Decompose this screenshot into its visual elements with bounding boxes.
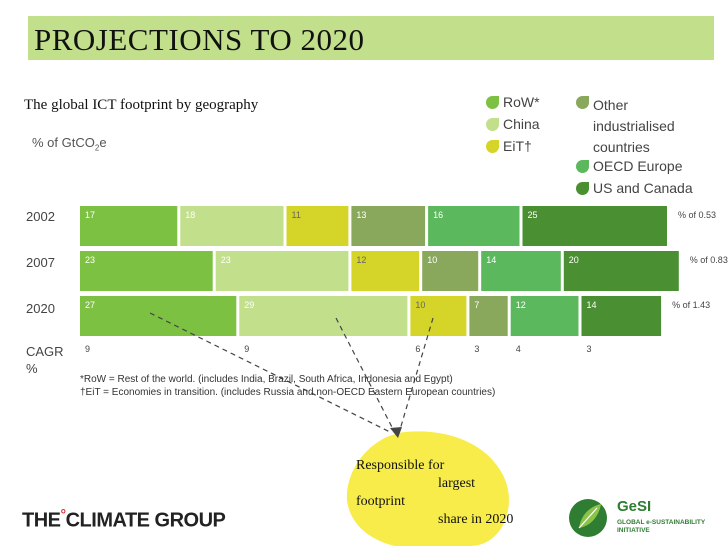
callout-arrow-2: [335, 317, 396, 434]
gesi-name: GeSI: [617, 498, 652, 515]
bar-2007-series-1: [215, 251, 349, 291]
cagr-value: 9: [85, 344, 90, 354]
bar-value-label: 10: [427, 255, 437, 265]
callout-line-3: footprint: [356, 494, 405, 509]
callout-blob-shape: [346, 431, 509, 546]
bar-value-label: 11: [292, 210, 301, 220]
cagr-value: 3: [587, 344, 592, 354]
bar-value-label: 29: [244, 300, 254, 310]
bar-value-label: 18: [185, 210, 195, 220]
bar-2002-series-5: [522, 206, 667, 246]
bar-value-label: 14: [486, 255, 496, 265]
gesi-logo: GeSI GLOBAL e-SUSTAINABILITY INITIATIVE: [567, 496, 717, 540]
callout-line-4: share in 2020: [438, 512, 514, 527]
bar-2020-series-0: [80, 296, 237, 336]
gesi-leaf-icon: [569, 499, 607, 537]
legend-swatch-china: [486, 118, 499, 131]
climate-group-logo: THE°CLIMATE GROUP: [22, 506, 226, 532]
legend-swatch-row: [486, 96, 499, 109]
bar-value-label: 7: [474, 300, 479, 310]
bar-value-label: 25: [528, 210, 538, 220]
cagr-value: 6: [415, 344, 420, 354]
bar-2002-series-0: [80, 206, 178, 246]
legend-swatch-us-canada: [576, 182, 589, 195]
bar-value-label: 23: [85, 255, 95, 265]
bar-2002-series-4: [428, 206, 520, 246]
bar-2020-series-5: [581, 296, 662, 336]
bar-value-label: 14: [587, 300, 597, 310]
year-label-2007: 2007: [26, 255, 55, 270]
bar-2007-series-5: [563, 251, 679, 291]
callout-line-1: Responsible for: [356, 458, 445, 473]
bar-2020-series-3: [469, 296, 508, 336]
bar-value-label: 16: [433, 210, 443, 220]
title-bar: PROJECTIONS TO 2020: [28, 16, 714, 60]
bar-value-label: 17: [85, 210, 95, 220]
bar-value-label: 20: [569, 255, 579, 265]
bar-value-label: 27: [85, 300, 95, 310]
bar-2002-series-2: [286, 206, 349, 246]
bar-2020-series-1: [239, 296, 408, 336]
bar-2007-series-4: [481, 251, 561, 291]
year-label-2020: 2020: [26, 301, 55, 316]
cagr-label: CAGR %: [26, 344, 64, 376]
footnote-eit: †EiT = Economies in transition. (include…: [80, 387, 496, 398]
gesi-subtitle-2: INITIATIVE: [617, 527, 650, 534]
total-label-2020: % of 1.43: [672, 300, 710, 310]
bar-value-label: 13: [356, 210, 366, 220]
legend-swatch-oecd-europe: [576, 160, 589, 173]
cagr-value: 9: [244, 344, 249, 354]
bar-value-label: 12: [516, 300, 526, 310]
callout-line-2: largest: [438, 476, 476, 491]
legend-china: China: [503, 116, 540, 132]
footnote-row: *RoW = Rest of the world. (includes Indi…: [80, 374, 453, 385]
legend-other-industrialised: Other industrialised countries: [593, 97, 675, 155]
callout-arrow-1: [149, 312, 393, 434]
bar-2020-series-4: [510, 296, 579, 336]
bar-value-label: 23: [221, 255, 231, 265]
cagr-value: 4: [516, 344, 521, 354]
callout-arrow-3: [398, 317, 434, 434]
bar-2007-series-3: [422, 251, 479, 291]
legend-swatch-eit: [486, 140, 499, 153]
unit-label: % of GtCO2e: [32, 135, 107, 153]
legend-swatch-other-industrialised: [576, 96, 589, 109]
bar-2007-series-0: [80, 251, 213, 291]
year-label-2002: 2002: [26, 209, 55, 224]
bar-2002-series-3: [351, 206, 426, 246]
bars-layer: 17 18 11 13 16 25 % of 0.53 23 23 12 10 14 20 % of 0.…: [80, 206, 728, 354]
chart-subtitle: The global ICT footprint by geography: [24, 97, 259, 113]
total-label-2007: % of 0.83: [690, 255, 728, 265]
bar-2020-series-2: [410, 296, 467, 336]
legend-oecd-europe: OECD Europe: [593, 158, 683, 174]
page-title: PROJECTIONS TO 2020: [34, 22, 365, 57]
bar-value-label: 10: [415, 300, 425, 310]
legend-eit: EiT†: [503, 138, 532, 154]
bar-value-label: 12: [356, 255, 366, 265]
callout-arrows: [149, 312, 434, 438]
legend-row: RoW*: [503, 94, 540, 110]
cagr-value: 3: [474, 344, 479, 354]
bar-2002-series-1: [180, 206, 284, 246]
bar-2007-series-2: [351, 251, 420, 291]
callout-text: Responsible for largest footprint share …: [356, 457, 546, 529]
callout-arrowhead: [390, 427, 402, 438]
gesi-subtitle: GLOBAL e-SUSTAINABILITY: [617, 519, 706, 526]
total-label-2002: % of 0.53: [678, 210, 716, 220]
legend-us-canada: US and Canada: [593, 180, 693, 196]
